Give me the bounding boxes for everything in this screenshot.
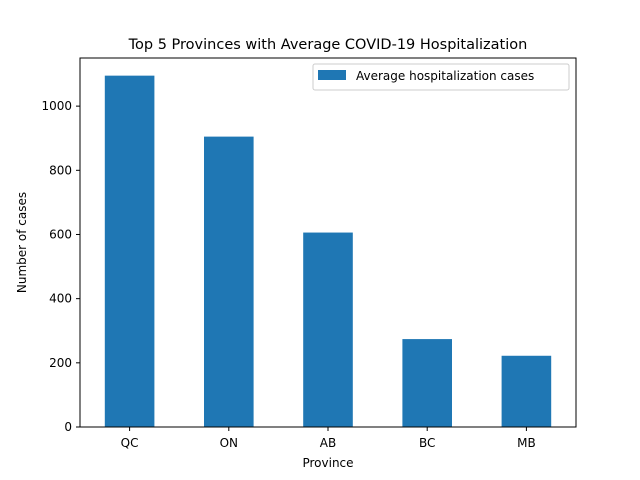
x-axis-label: Province — [302, 456, 353, 470]
bar-qc — [104, 75, 155, 427]
chart-title: Top 5 Provinces with Average COVID-19 Ho… — [128, 37, 528, 53]
bars-group — [104, 75, 552, 427]
legend: Average hospitalization cases — [312, 63, 570, 91]
x-tick-label: QC — [121, 436, 139, 450]
x-tick-label: ON — [220, 436, 238, 450]
y-axis-label: Number of cases — [15, 192, 29, 293]
bar-bc — [402, 339, 452, 427]
y-tick-label: 400 — [49, 292, 72, 306]
legend-swatch — [318, 70, 346, 80]
x-tick-label: BC — [419, 436, 435, 450]
y-tick-label: 800 — [49, 163, 72, 177]
legend-label: Average hospitalization cases — [356, 69, 534, 83]
bar-mb — [501, 355, 552, 427]
x-axis-ticks: QC ON AB BC MB — [121, 427, 536, 450]
x-tick-label: MB — [517, 436, 536, 450]
y-tick-label: 200 — [49, 356, 72, 370]
legend-frame — [312, 63, 570, 91]
y-tick-label: 0 — [64, 420, 72, 434]
y-tick-label: 1000 — [41, 99, 72, 113]
y-tick-label: 600 — [49, 227, 72, 241]
bar-ab — [303, 232, 353, 427]
x-tick-label: AB — [320, 436, 336, 450]
bar-on — [204, 136, 254, 427]
y-axis-ticks: 0 200 400 600 800 1000 — [41, 99, 80, 434]
